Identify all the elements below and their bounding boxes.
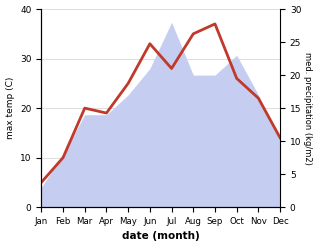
Y-axis label: max temp (C): max temp (C) <box>5 77 15 139</box>
Y-axis label: med. precipitation (kg/m2): med. precipitation (kg/m2) <box>303 52 313 165</box>
X-axis label: date (month): date (month) <box>122 231 200 242</box>
